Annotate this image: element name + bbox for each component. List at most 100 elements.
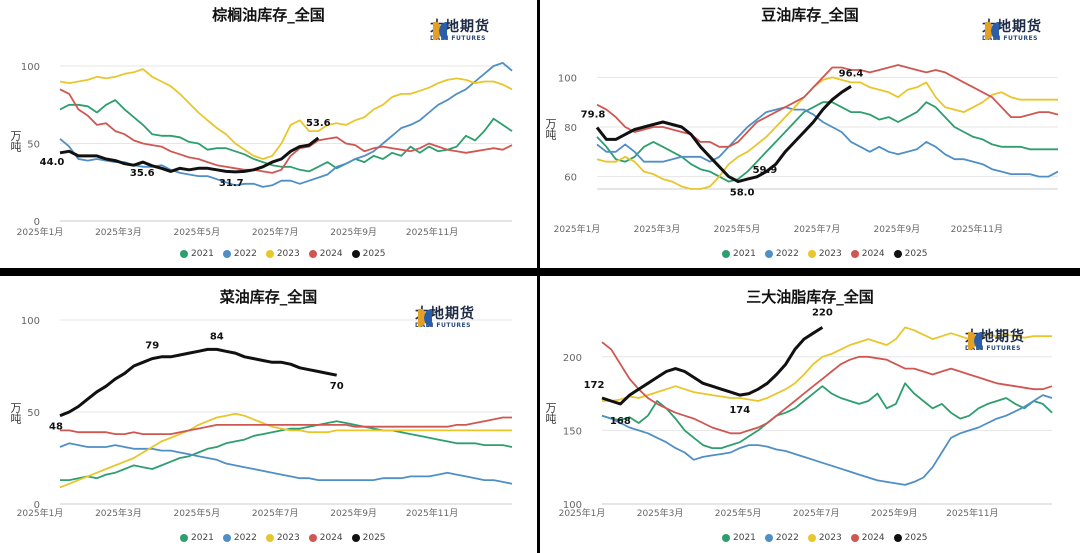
chart-panel-rapeseed-oil: 0 50 100 2025年1月 2025年3月 2025年5月 2025年7月 2025年9… <box>0 276 537 553</box>
legend-item-2021[interactable]: 2021 <box>180 533 214 543</box>
x-tick-label: 2025年11月 <box>406 226 458 238</box>
y-tick-label: 200 <box>563 353 582 364</box>
x-tick-label: 2025年5月 <box>173 226 220 238</box>
series-line-2021 <box>601 382 1053 450</box>
legend-label: 2021 <box>733 249 756 259</box>
legend-item-2025[interactable]: 2025 <box>893 533 928 543</box>
legend-dot-icon <box>222 250 231 258</box>
legend-item-2021[interactable]: 2021 <box>722 249 756 259</box>
y-axis-label: 万吨 <box>9 402 22 424</box>
logo-en: DADI FUTURES <box>430 35 486 42</box>
data-label: 58.0 <box>730 188 755 199</box>
legend-label: 2025 <box>904 533 928 543</box>
legend-item-2022[interactable]: 2022 <box>764 249 799 259</box>
legend-dot-icon <box>764 250 773 258</box>
legend-label: 2024 <box>319 249 343 259</box>
series-line-2022 <box>596 106 1059 178</box>
y-tick-label: 100 <box>558 73 577 84</box>
legend-dot-icon <box>722 534 730 542</box>
legend-item-2023[interactable]: 2023 <box>807 249 842 259</box>
logo: 大地期货 DADI FUTURES <box>965 330 1025 352</box>
y-tick-label: 60 <box>564 173 577 184</box>
logo-en: DADI FUTURES <box>965 345 1021 352</box>
chart-svg: 60 80 100 2025年1月 2025年3月 2025年5月 2025年7月 2025年… <box>554 64 1059 235</box>
legend-label: 2023 <box>818 249 842 259</box>
logo-mark-icon <box>433 21 447 40</box>
legend-dot-icon <box>850 534 859 542</box>
legend-item-2025[interactable]: 2025 <box>351 249 386 259</box>
legend-dot-icon <box>351 250 360 258</box>
y-tick-label: 100 <box>21 62 40 73</box>
legend-label: 2025 <box>904 249 928 259</box>
data-label: 48 <box>49 422 63 433</box>
legend-dot-icon <box>265 250 274 258</box>
chart-title: 豆油库存_全国 <box>761 6 859 24</box>
legend-dot-icon <box>807 250 816 258</box>
legend-item-2024[interactable]: 2024 <box>308 249 343 259</box>
legend-dot-icon <box>893 534 902 542</box>
x-tick-label: 2025年3月 <box>637 507 684 519</box>
legend-dot-icon <box>222 534 231 542</box>
series-line-2024 <box>601 341 1053 435</box>
x-tick-label: 2025年11月 <box>951 223 1003 235</box>
x-tick-label: 2025年1月 <box>17 507 64 519</box>
y-tick-label: 100 <box>563 500 582 511</box>
legend-label: 2022 <box>775 533 799 543</box>
chart-panel-palm-oil: 0 50 100 2025年1月 2025年3月 2025年5月 2025年7月 2025年9… <box>0 0 537 268</box>
chart-panel-soybean-oil: 60 80 100 2025年1月 2025年3月 2025年5月 2025年7月 2025年… <box>540 0 1080 268</box>
series-line-2023 <box>59 68 513 160</box>
y-tick-label: 50 <box>27 408 40 419</box>
series-line-2022 <box>59 442 513 485</box>
series-line-2021 <box>59 99 513 173</box>
x-tick-label: 2025年5月 <box>715 507 762 519</box>
legend-dot-icon <box>351 534 360 542</box>
legend-item-2023[interactable]: 2023 <box>265 533 300 543</box>
legend: 2021 2022 2023 2024 2025 <box>180 249 386 259</box>
legend-dot-icon <box>722 250 730 258</box>
data-label: 31.7 <box>219 178 244 189</box>
logo: 大地期货 DADI FUTURES <box>430 20 490 42</box>
legend-item-2022[interactable]: 2022 <box>222 533 257 543</box>
legend-dot-icon <box>308 250 317 258</box>
series-line-2024 <box>596 64 1059 148</box>
legend-label: 2025 <box>362 533 386 543</box>
logo-mark-icon <box>968 331 982 350</box>
series-line-2025 <box>601 326 824 406</box>
y-tick-label: 80 <box>564 123 577 134</box>
series-line-2025 <box>59 347 337 418</box>
legend-dot-icon <box>180 250 188 258</box>
legend-item-2021[interactable]: 2021 <box>180 249 214 259</box>
series-line-2024 <box>59 88 513 174</box>
legend-label: 2021 <box>191 533 214 543</box>
x-tick-label: 2025年11月 <box>946 507 998 519</box>
legend-label: 2024 <box>319 533 343 543</box>
y-axis-label: 万吨 <box>9 130 22 152</box>
legend-item-2023[interactable]: 2023 <box>807 533 842 543</box>
legend-item-2021[interactable]: 2021 <box>722 533 756 543</box>
legend-item-2022[interactable]: 2022 <box>222 249 257 259</box>
x-tick-label: 2025年3月 <box>95 226 142 238</box>
legend-item-2024[interactable]: 2024 <box>850 533 885 543</box>
legend-item-2022[interactable]: 2022 <box>764 533 799 543</box>
legend-item-2023[interactable]: 2023 <box>265 249 300 259</box>
y-tick-label: 50 <box>27 140 40 151</box>
y-tick-label: 0 <box>34 217 40 228</box>
logo-en: DADI FUTURES <box>415 322 471 329</box>
data-label: 53.6 <box>306 118 331 129</box>
data-label: 44.0 <box>40 157 65 168</box>
legend-item-2025[interactable]: 2025 <box>893 249 928 259</box>
legend-item-2024[interactable]: 2024 <box>308 533 343 543</box>
legend: 2021 2022 2023 2024 2025 <box>722 533 928 543</box>
x-tick-label: 2025年5月 <box>714 223 761 235</box>
data-label: 70 <box>330 381 344 392</box>
legend-item-2025[interactable]: 2025 <box>351 533 386 543</box>
legend-label: 2023 <box>276 533 300 543</box>
legend-item-2024[interactable]: 2024 <box>850 249 885 259</box>
x-tick-label: 2025年9月 <box>874 223 921 235</box>
x-tick-label: 2025年5月 <box>173 507 220 519</box>
legend-label: 2021 <box>733 533 756 543</box>
legend: 2021 2022 2023 2024 2025 <box>722 249 928 259</box>
chart-title: 菜油库存_全国 <box>219 288 318 306</box>
chart-svg: 0 50 100 2025年1月 2025年3月 2025年5月 2025年7月 2025年9… <box>17 62 513 238</box>
y-axis-label: 万吨 <box>544 118 557 140</box>
